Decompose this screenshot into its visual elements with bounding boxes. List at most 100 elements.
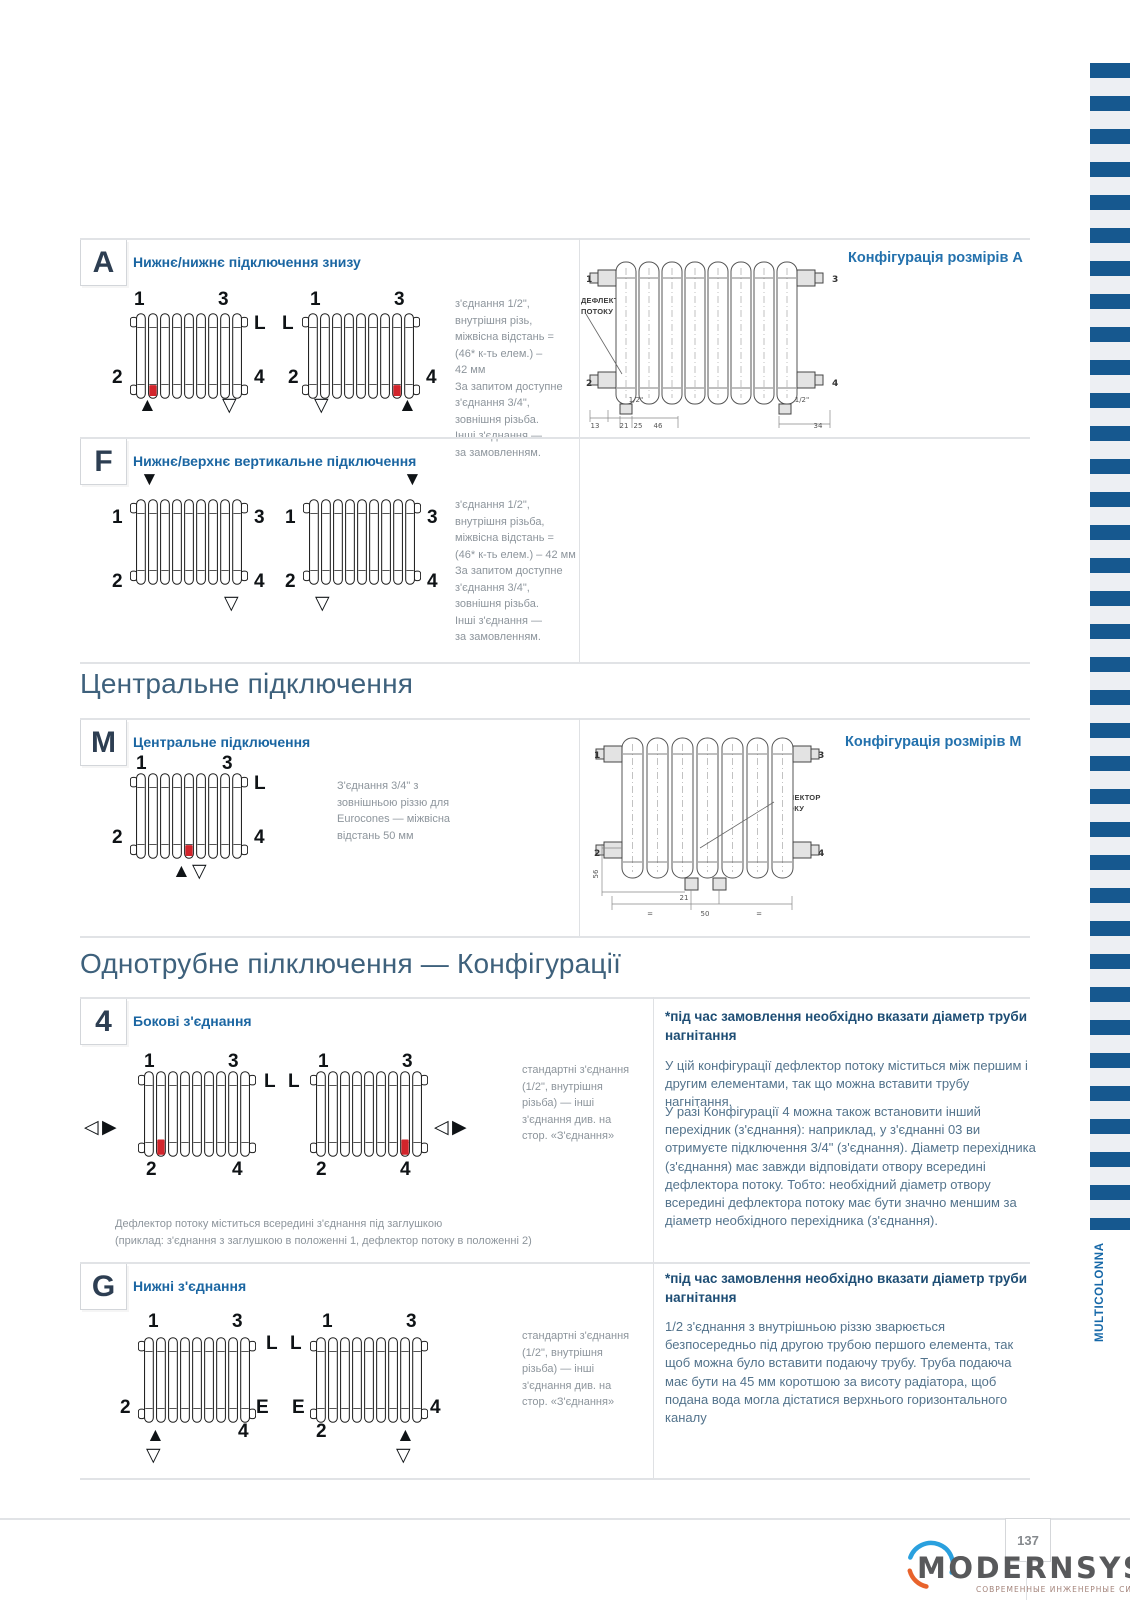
- radiator-drawing: [130, 773, 248, 859]
- svg-text:25: 25: [634, 422, 643, 430]
- section-g-bottom-rule: [80, 1478, 1030, 1480]
- svg-text:=: =: [756, 910, 762, 918]
- pos-label: 3: [406, 1311, 417, 1332]
- section-g-order-note: *під час замовлення необхідно вказати ді…: [665, 1271, 1028, 1305]
- section-af-divider: [579, 238, 580, 662]
- pos-label: 2: [146, 1159, 157, 1180]
- section-g-top-rule: [80, 1262, 1030, 1264]
- heading-rule: [80, 936, 1030, 938]
- svg-text:21: 21: [680, 894, 689, 902]
- pos-label: 4: [427, 571, 438, 592]
- svg-text:1/2": 1/2": [795, 396, 810, 404]
- pos-label: 4: [254, 367, 265, 388]
- pos-label: 4: [254, 827, 265, 848]
- pos-label: 2: [285, 571, 296, 592]
- pos-label: 2: [316, 1421, 327, 1442]
- radiator-drawing: [138, 1337, 256, 1423]
- radiator-drawing: [310, 1337, 428, 1423]
- diagram-4-right: L 1 3 ◁ ▶ 2 4: [288, 1048, 467, 1223]
- radiator-drawing: [303, 499, 421, 585]
- radiator-drawing: [138, 1071, 256, 1157]
- section-4-footnote: Дефлектор потоку міститься всередині з'є…: [115, 1218, 532, 1247]
- logo-wordmark: MODERNSYS: [917, 1551, 1130, 1585]
- flow-in-icon: ▲: [172, 861, 191, 882]
- diagram-a-left: 1 3 L 2 4 ▲ ▽: [112, 288, 287, 463]
- section-a-top-rule: [80, 238, 1030, 240]
- flow-out-icon: ▽: [192, 861, 207, 882]
- deflector-label: ДЕФЛЕКТОР ПОТОКУ: [581, 296, 630, 316]
- flow-out-icon: ▽: [224, 593, 239, 614]
- section-f-title: Нижнє/верхнє вертикальне підключення: [133, 453, 417, 469]
- pos-label: 3: [254, 507, 265, 528]
- section-a-title: Нижнє/нижнє підключення знизу: [133, 254, 361, 270]
- section-4-side-note: стандартні з'єднання (1/2", внутрішня рі…: [522, 1064, 630, 1142]
- diagram-4-left: 1 3 L ◁ ▶ 2 4: [84, 1048, 293, 1223]
- section-m-top-rule: [80, 718, 1030, 720]
- svg-text:2: 2: [594, 849, 600, 859]
- length-label: L: [264, 1071, 276, 1092]
- section-g-title: Нижні з'єднання: [133, 1278, 247, 1294]
- pos-label: 1: [148, 1311, 159, 1332]
- section-g-paragraph: 1/2 з'єднання з внутрішньою різзю зварює…: [665, 1319, 1014, 1425]
- flow-out-icon: ▽: [314, 395, 329, 416]
- pos-label: 4: [426, 367, 437, 388]
- side-flow-in-icon: ▶: [452, 1117, 467, 1138]
- section-4-top-rule: [80, 997, 1030, 999]
- pos-label: 2: [112, 571, 123, 592]
- heading-rule: [80, 662, 1030, 664]
- config-m-drawing: 1 2 3 4 56 21 50 = =: [592, 737, 824, 918]
- flow-in-icon: ▼: [403, 469, 422, 490]
- section-4-title: Бокові з'єднання: [133, 1013, 252, 1029]
- pos-label: 3: [228, 1051, 239, 1072]
- flow-out-icon: ▽: [396, 1445, 411, 1466]
- diagram-a-right: L 1 3 2 4 ▽ ▲: [282, 288, 457, 463]
- svg-text:46: 46: [654, 422, 663, 430]
- pos-label: 3: [402, 1051, 413, 1072]
- entry-label: E: [256, 1397, 269, 1418]
- radiator-drawing: [310, 1071, 428, 1157]
- pos-label: 1: [322, 1311, 333, 1332]
- diagram-g-left: 1 3 L 2 E 4 ▲ ▽: [118, 1310, 293, 1485]
- pos-label: 1: [136, 753, 147, 774]
- section-f-letter: F: [80, 439, 127, 485]
- page-number-box: 137: [1005, 1518, 1051, 1562]
- pos-label: 2: [112, 367, 123, 388]
- flow-in-icon: ▲: [138, 395, 157, 416]
- svg-text:1: 1: [594, 751, 600, 761]
- config-a-title: Конфігурація розмірів A: [848, 250, 1023, 266]
- section-f-top-rule: [80, 437, 1030, 439]
- side-flow-out-icon: ◁: [84, 1117, 99, 1138]
- pos-label: 2: [288, 367, 299, 388]
- length-label: L: [254, 773, 266, 794]
- logo-tagline: СОВРЕМЕННЫЕ ИНЖЕНЕРНЫЕ СИСТЕМЫ: [976, 1585, 1130, 1594]
- section-4-divider: [653, 997, 654, 1262]
- svg-text:2: 2: [586, 379, 592, 389]
- pos-label: 2: [112, 827, 123, 848]
- pos-label: 1: [144, 1051, 155, 1072]
- pos-label: 3: [394, 289, 405, 310]
- radiator-drawing: [302, 313, 420, 399]
- section-g-divider: [653, 1262, 654, 1478]
- diagram-f-right: ▼ 1 3 2 4 ▽: [285, 468, 460, 643]
- length-label: L: [288, 1071, 300, 1092]
- collection-vertical-label: MULTICOLONNA: [1094, 1242, 1106, 1342]
- length-label: L: [282, 313, 294, 334]
- radiator-drawing: [130, 313, 248, 399]
- side-flow-out-icon: ◁: [434, 1117, 449, 1138]
- svg-text:21: 21: [620, 422, 629, 430]
- footer-rule: [0, 1518, 1130, 1520]
- flow-out-icon: ▽: [146, 1445, 161, 1466]
- svg-text:34: 34: [814, 422, 823, 430]
- section-g-side-note: стандартні з'єднання (1/2", внутрішня рі…: [522, 1330, 630, 1408]
- section-f-note: з'єднання 1/2", внутрішня різьба, міжвіс…: [455, 499, 576, 643]
- svg-text:4: 4: [832, 379, 838, 389]
- diagram-f-left: ▼ 1 3 2 4 ▽: [112, 468, 287, 643]
- svg-text:1: 1: [586, 275, 592, 285]
- pos-label: 4: [400, 1159, 411, 1180]
- section-4-letter: 4: [80, 999, 127, 1045]
- pos-label: 4: [254, 571, 265, 592]
- pos-label: 3: [218, 289, 229, 310]
- flow-in-icon: ▲: [398, 395, 417, 416]
- pos-label: 1: [112, 507, 123, 528]
